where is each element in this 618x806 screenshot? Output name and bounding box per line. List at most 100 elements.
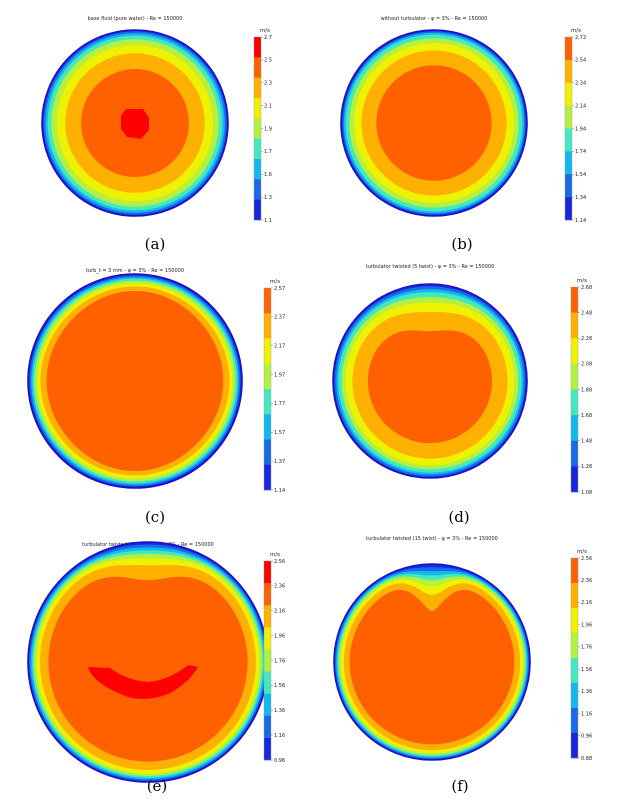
colorbar-unit: m/s xyxy=(577,278,587,284)
colorbar-segment xyxy=(264,583,271,606)
colorbar-segment xyxy=(565,82,572,106)
colorbar-tick-label: 1.3 xyxy=(264,195,272,201)
colorbar-segment xyxy=(254,77,261,99)
colorbar-tick-label: 2.28 xyxy=(581,336,592,342)
colorbar-tick-label: 2.36 xyxy=(581,578,592,584)
colorbar-segment xyxy=(571,608,578,634)
colorbar-segment xyxy=(571,363,578,390)
colorbar-segment xyxy=(264,671,271,694)
colorbar-segment xyxy=(254,199,261,221)
colorbar: m/s2.7 2.5 2.3 2.1 1.9 1.7 1.6 1.3 1.1 xyxy=(253,28,272,224)
colorbar-segment xyxy=(264,363,271,390)
colorbar-segment xyxy=(565,105,572,129)
colorbar-tick-label: 1.9 xyxy=(264,126,272,132)
colorbar-tick-label: 2.48 xyxy=(581,310,592,316)
colorbar: m/s2.56 2.36 2.16 1.96 1.76 1.56 1.36 1.16 0.96 0… xyxy=(570,549,592,762)
chart-title: base fluid (pure water) - Re = 150000 xyxy=(88,16,183,22)
colorbar-tick-label: 1.14 xyxy=(274,488,285,494)
colorbar-tick-label: 1.1 xyxy=(264,218,272,224)
panel-caption: (c) xyxy=(145,508,165,526)
colorbar-segment xyxy=(571,440,578,467)
colorbar-segment xyxy=(565,128,572,152)
colorbar-segment xyxy=(264,737,271,761)
panel-caption: (d) xyxy=(448,508,469,526)
colorbar-tick-label: 1.97 xyxy=(274,372,285,378)
panel-caption: (a) xyxy=(145,235,166,253)
colorbar-frame xyxy=(570,557,579,759)
colorbar-tick-label: 1.34 xyxy=(575,195,586,201)
colorbar-unit: m/s xyxy=(270,552,280,558)
colorbar-tick-label: 1.56 xyxy=(274,683,285,689)
colorbar-segment xyxy=(264,313,271,339)
colorbar-segment xyxy=(264,439,271,466)
colorbar-tick-label: 2.7 xyxy=(264,35,272,41)
colorbar-unit: m/s xyxy=(571,28,581,34)
colorbar-segment xyxy=(254,138,261,160)
colorbar-segment xyxy=(571,312,578,339)
colorbar-segment xyxy=(571,415,578,442)
colorbar-segment xyxy=(571,733,578,759)
chart-panel: base fluid (pure water) - Re = 150000 m/s… xyxy=(41,16,272,253)
colorbar-tick-label: 2.17 xyxy=(274,344,285,350)
colorbar-tick-label: 1.76 xyxy=(581,645,592,651)
contour-band xyxy=(46,290,224,472)
pipe-wall xyxy=(41,29,229,217)
chart-title: without turbulator - φ = 3% - Re = 15000… xyxy=(381,16,488,22)
colorbar-segment xyxy=(565,59,572,84)
colorbar-segment xyxy=(264,561,271,584)
colorbar-tick-label: 2.72 xyxy=(575,35,586,41)
colorbar-tick-label: 1.77 xyxy=(274,401,285,407)
colorbar-tick-label: 1.56 xyxy=(581,667,592,673)
velocity-contour-field xyxy=(332,283,528,479)
colorbar-tick-label: 2.1 xyxy=(264,103,272,109)
colorbar-frame xyxy=(263,287,272,491)
colorbar-segment xyxy=(571,583,578,609)
panel-caption: (f) xyxy=(451,777,468,795)
colorbar-segment xyxy=(264,627,271,650)
colorbar-tick-label: 1.37 xyxy=(274,459,285,465)
colorbar-tick-label: 1.57 xyxy=(274,430,285,436)
pipe-wall xyxy=(340,29,528,217)
colorbar-segment xyxy=(571,466,578,493)
colorbar-tick-label: 2.16 xyxy=(581,600,592,606)
velocity-core xyxy=(88,665,198,699)
colorbar-tick-label: 2.56 xyxy=(274,559,285,565)
colorbar-tick-label: 1.76 xyxy=(274,658,285,664)
colorbar: m/s2.72 2.54 2.34 2.14 1.94 1.74 1.54 1.34 1.14 xyxy=(564,28,586,224)
colorbar-segment xyxy=(264,715,271,739)
colorbar-tick-label: 1.36 xyxy=(581,689,592,695)
colorbar-segment xyxy=(571,708,578,734)
colorbar-tick-label: 2.08 xyxy=(581,362,592,368)
colorbar-tick-label: 2.16 xyxy=(274,609,285,615)
contour-band xyxy=(367,330,493,444)
colorbar-segment xyxy=(254,118,261,139)
colorbar-unit: m/s xyxy=(260,28,270,34)
chart-title: turbulator twisted (15 twist) - φ = 3% -… xyxy=(366,536,498,542)
colorbar-tick-label: 2.34 xyxy=(575,81,586,87)
colorbar-segment xyxy=(571,683,578,709)
chart-title: turbulator twisted (5 twist) - φ = 3% - … xyxy=(366,264,495,270)
colorbar-segment xyxy=(264,389,271,415)
colorbar-segment xyxy=(565,37,572,61)
velocity-contour-field xyxy=(333,563,531,761)
velocity-contour-field xyxy=(27,273,243,489)
colorbar-tick-label: 1.16 xyxy=(581,711,592,717)
colorbar-tick-label: 1.28 xyxy=(581,464,592,470)
colorbar-tick-label: 1.36 xyxy=(274,708,285,714)
colorbar-segment xyxy=(571,633,578,659)
colorbar-segment xyxy=(264,464,271,491)
colorbar-tick-label: 2.56 xyxy=(581,556,592,562)
panel-caption: (b) xyxy=(451,235,472,253)
colorbar-segment xyxy=(571,558,578,584)
velocity-contour-field xyxy=(27,541,269,783)
colorbar-segment xyxy=(565,151,572,175)
colorbar-segment xyxy=(571,287,578,313)
velocity-contour-field xyxy=(41,29,229,217)
contour-band xyxy=(48,576,248,762)
colorbar-tick-label: 1.6 xyxy=(264,172,272,178)
chart-panel: turb_t = 3 mm - φ = 3% - Re = 150000m/s2… xyxy=(27,268,285,526)
colorbar-segment xyxy=(571,658,578,684)
colorbar-tick-label: 1.96 xyxy=(274,633,285,639)
panel-caption: (e) xyxy=(147,777,168,795)
